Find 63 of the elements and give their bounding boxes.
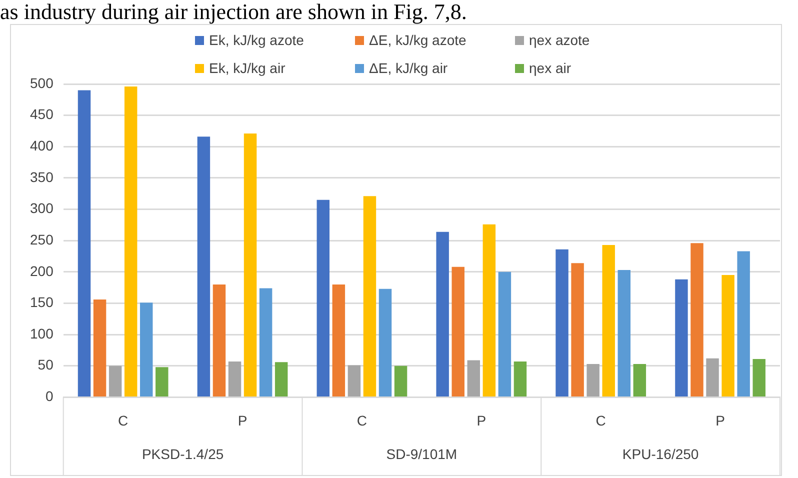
bar — [140, 302, 153, 396]
bar — [108, 366, 122, 396]
bar — [602, 244, 615, 396]
bar — [348, 365, 361, 396]
text: PKSD-1.4/25 — [142, 446, 224, 462]
bar — [197, 136, 210, 396]
bar — [586, 364, 600, 396]
legend-label: ΔE, kJ/kg azote — [369, 32, 466, 48]
bar — [722, 275, 734, 396]
bar — [156, 367, 168, 396]
x-tick-label: P — [476, 412, 486, 428]
bar — [737, 251, 750, 396]
bar — [228, 361, 242, 396]
bar — [482, 224, 496, 396]
bar — [675, 279, 688, 396]
y-tick-label: 0 — [46, 388, 54, 404]
x-tick-label: P — [238, 412, 248, 428]
bar — [124, 86, 138, 396]
legend-label: ηex azote — [529, 32, 590, 48]
y-tick-label: 200 — [30, 262, 54, 279]
bar — [436, 232, 449, 396]
text: KPU-16/250 — [622, 446, 699, 462]
bar — [394, 366, 408, 396]
bar — [690, 243, 704, 396]
x-tick-label: C — [118, 412, 128, 428]
y-tick-label: 250 — [30, 231, 54, 248]
legend-label: Ek, kJ/kg air — [209, 60, 286, 76]
x-tick-label: C — [596, 412, 606, 428]
y-tick-label: 450 — [30, 106, 54, 122]
bar — [706, 358, 719, 396]
bar — [378, 288, 392, 396]
bar — [363, 196, 376, 396]
bar — [556, 249, 568, 396]
text: SD-9/101M — [386, 446, 458, 462]
legend-label: ηex air — [529, 60, 572, 76]
bar — [332, 284, 346, 396]
text: as industry during air injection are shown in Fig. 7,8. — [0, 0, 467, 24]
legend-label: Ek, kJ/kg azote — [209, 32, 304, 48]
bar — [514, 361, 527, 396]
y-tick-label: 150 — [30, 294, 54, 310]
bar — [259, 288, 272, 396]
bar — [467, 360, 480, 396]
y-tick-label: 50 — [38, 356, 54, 373]
bar — [452, 266, 464, 396]
bar — [498, 272, 512, 396]
bar — [316, 200, 330, 396]
bar — [78, 90, 91, 396]
y-tick-label: 350 — [30, 168, 54, 185]
bar — [633, 364, 646, 396]
bar — [618, 270, 630, 396]
legend-label: ΔE, kJ/kg air — [369, 60, 448, 76]
y-tick-label: 500 — [30, 74, 54, 91]
bar — [93, 299, 106, 396]
y-tick-label: 300 — [30, 200, 54, 216]
x-tick-label: C — [356, 412, 368, 428]
y-tick-label: 100 — [30, 325, 54, 342]
bar — [571, 263, 584, 396]
y-tick-label: 400 — [30, 138, 54, 154]
x-tick-label: P — [716, 412, 725, 428]
bar — [244, 133, 257, 396]
bar — [212, 284, 226, 396]
bar — [752, 358, 766, 396]
bar — [274, 362, 288, 396]
